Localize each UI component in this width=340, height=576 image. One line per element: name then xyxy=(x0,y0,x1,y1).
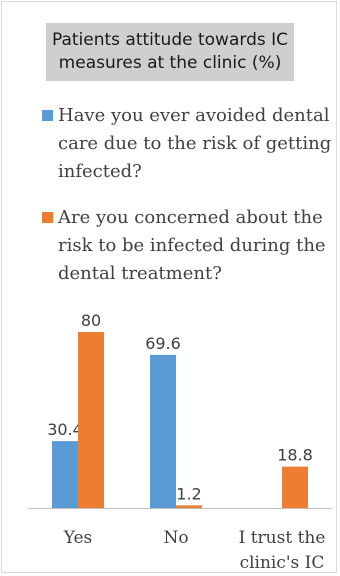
data-label-s1-c1: 1.2 xyxy=(176,484,201,503)
category-label-2-line1: clinic's IC xyxy=(240,553,325,573)
bar-s1-c1 xyxy=(176,505,202,508)
legend-label-avoided: Have you ever avoided dental care due to… xyxy=(58,105,332,182)
bar-s0-c1 xyxy=(150,354,176,508)
bar-s1-c0 xyxy=(78,332,104,508)
category-label-1: No xyxy=(163,528,188,548)
category-label-2-line0: I trust the xyxy=(239,528,326,548)
data-label-s1-c0: 80 xyxy=(81,311,101,330)
legend-item-avoided: Have you ever avoided dental care due to… xyxy=(42,102,332,186)
legend-label-concerned: Are you concerned about the risk to be i… xyxy=(58,207,326,284)
legend-swatch-blue-icon xyxy=(42,110,53,121)
bar-s1-c2 xyxy=(282,466,308,508)
data-label-s0-c0: 30.4 xyxy=(47,420,83,439)
legend-item-concerned: Are you concerned about the risk to be i… xyxy=(42,204,332,288)
data-label-s1-c2: 18.8 xyxy=(277,446,313,465)
legend-swatch-orange-icon xyxy=(42,212,53,223)
chart-title: Patients attitude towards IC measures at… xyxy=(46,23,294,81)
data-label-s0-c1: 69.6 xyxy=(145,334,181,353)
bar-chart: 30.4 69.6 80 1.2 18.8 Yes No I trust the clinic'… xyxy=(28,311,332,573)
category-label-0: Yes xyxy=(63,528,93,548)
bar-s0-c0 xyxy=(52,441,78,508)
